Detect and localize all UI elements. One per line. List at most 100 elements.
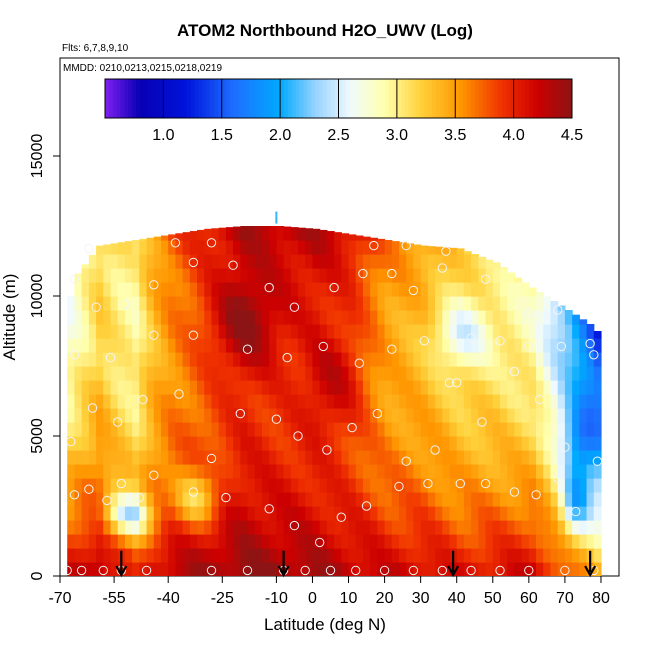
colorbar-segment [459, 79, 464, 118]
heatmap-cell [406, 506, 415, 521]
heatmap-cell [492, 436, 501, 451]
heatmap-cell [96, 450, 104, 465]
heatmap-cell [225, 478, 234, 493]
heatmap-cell [456, 450, 465, 465]
heatmap-cell [182, 436, 191, 451]
heatmap-cell [182, 338, 191, 353]
heatmap-cell [88, 324, 97, 339]
heatmap-cell [160, 338, 169, 353]
heatmap-cell [586, 506, 595, 521]
heatmap-cell [514, 520, 523, 535]
heatmap-cell [305, 282, 314, 297]
colorbar-ticks: 1.0 1.5 2.0 2.5 3.0 3.5 4.0 4.5 [152, 79, 583, 144]
heatmap-cell [204, 548, 213, 563]
heatmap-cell [254, 478, 263, 493]
heatmap-cell [449, 324, 458, 339]
heatmap-cell [247, 240, 256, 255]
heatmap-cell [160, 478, 169, 493]
heatmap-cell [81, 352, 90, 367]
heatmap-cell [593, 464, 602, 479]
heatmap-cell [96, 352, 104, 367]
heatmap-cell [471, 548, 479, 563]
heatmap-cell [399, 338, 407, 353]
sample-point [300, 565, 310, 576]
heatmap-cell [406, 464, 415, 479]
sample-point [430, 445, 440, 455]
heatmap-cell [81, 478, 90, 493]
heatmap-cell [355, 338, 364, 353]
heatmap-cell [406, 478, 415, 493]
heatmap-cell [204, 296, 213, 311]
heatmap-cell [391, 254, 400, 269]
heatmap-cell [254, 380, 263, 395]
colorbar-segment [206, 79, 211, 118]
heatmap-cell [492, 520, 501, 535]
heatmap-cell [326, 394, 335, 409]
sample-point [408, 565, 419, 576]
heatmap-cell [326, 240, 335, 255]
heatmap-cell [521, 506, 530, 521]
heatmap-cell [211, 422, 220, 437]
heatmap-cell [348, 450, 357, 465]
colorbar-segment [280, 79, 285, 118]
heatmap-cell [298, 450, 306, 465]
heatmap-cell [449, 296, 458, 311]
heatmap-cell [233, 380, 241, 395]
heatmap-cell [132, 296, 140, 311]
heatmap-cell [471, 408, 479, 423]
heatmap-cell [377, 324, 386, 339]
heatmap-cell [283, 240, 292, 255]
heatmap-cell [536, 562, 544, 576]
heatmap-cell [211, 436, 220, 451]
heatmap-cell [485, 436, 494, 451]
heatmap-cell [139, 296, 148, 311]
y-tick-label: 0 [29, 571, 46, 580]
colorbar-tick-label: 3.0 [386, 127, 408, 144]
heatmap-cell [261, 324, 270, 339]
heatmap-cell [348, 408, 357, 423]
heatmap-cell [521, 394, 530, 409]
heatmap-cell [175, 310, 184, 325]
heatmap-cell [435, 408, 443, 423]
heatmap-cell [312, 338, 321, 353]
sample-point [188, 487, 199, 497]
heatmap-cell [341, 240, 350, 255]
heatmap-cell [471, 394, 479, 409]
heatmap-cell [197, 492, 205, 507]
heatmap-cell [579, 548, 588, 563]
heatmap-cell [124, 506, 133, 521]
colorbar-segment [486, 79, 491, 118]
heatmap-cell [110, 422, 119, 437]
heatmap-cell [420, 352, 429, 367]
heatmap-cell [132, 366, 140, 381]
heatmap-cell [261, 254, 270, 269]
heatmap-cell [355, 464, 364, 479]
colorbar-segment [463, 79, 468, 118]
heatmap-cell [442, 380, 451, 395]
heatmap-cell [276, 408, 285, 423]
heatmap-cell [160, 366, 169, 381]
heatmap-cell [399, 296, 407, 311]
heatmap-cell [132, 352, 140, 367]
heatmap-cell [189, 562, 198, 576]
heatmap-cell [88, 436, 97, 451]
heatmap-cell [117, 282, 126, 297]
heatmap-cell [463, 492, 472, 507]
heatmap-cell [204, 240, 213, 255]
colorbar-segment [132, 79, 137, 118]
heatmap-cell [456, 310, 465, 325]
heatmap-cell [290, 254, 299, 269]
heatmap-cell [283, 226, 292, 241]
heatmap-cell [182, 562, 191, 576]
heatmap-cell [240, 422, 249, 437]
colorbar-tick-label: 1.5 [211, 127, 233, 144]
heatmap-cell [334, 464, 342, 479]
heatmap-cell [197, 229, 205, 241]
heatmap-cell [348, 394, 357, 409]
heatmap-cell [117, 296, 126, 311]
colorbar-segment [140, 79, 145, 118]
sample-point [336, 512, 346, 522]
heatmap-cell [370, 324, 378, 339]
heatmap-cell [160, 240, 169, 255]
heatmap-cell [514, 408, 523, 423]
